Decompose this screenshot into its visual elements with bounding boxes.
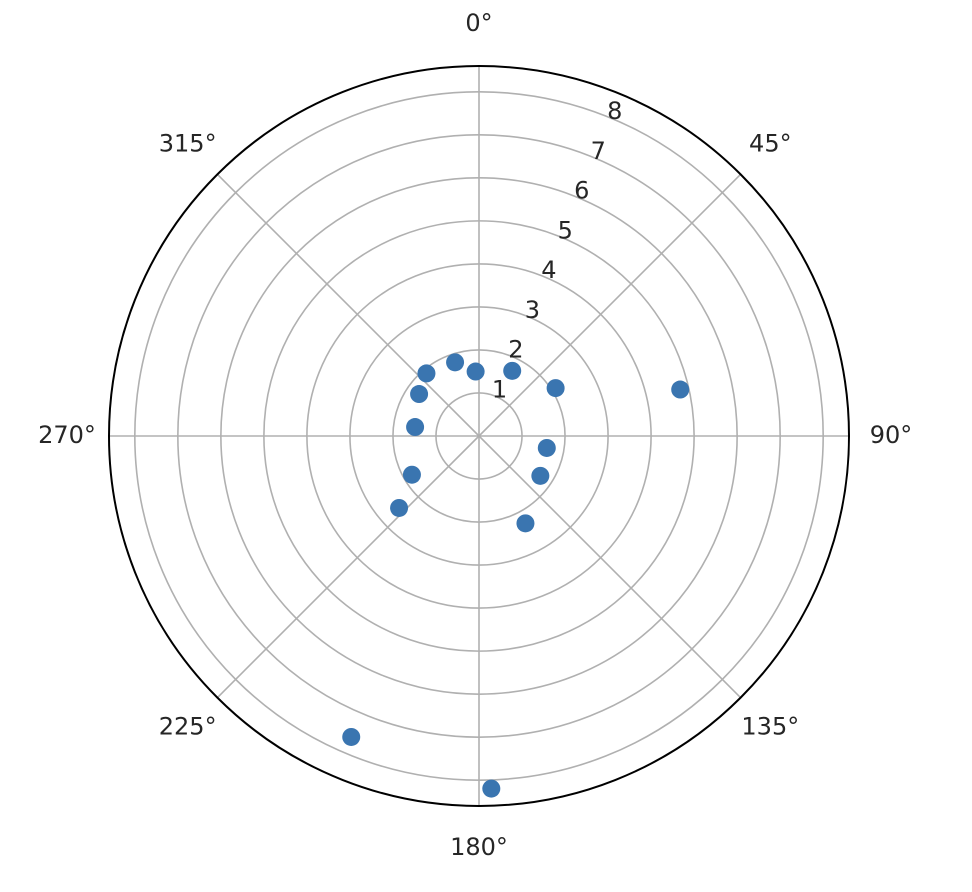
data-point-10 — [410, 385, 429, 404]
data-point-14 — [342, 727, 361, 746]
angular-gridline-45 — [478, 173, 742, 437]
radial-tick-label-4: 4 — [541, 256, 556, 284]
angular-gridline-225 — [216, 435, 480, 699]
angular-gridline-315 — [216, 173, 480, 437]
angle-tick-label-0: 0° — [465, 9, 492, 37]
angular-gridline-135 — [478, 435, 742, 699]
angle-tick-label-180: 180° — [450, 833, 508, 861]
data-point-2 — [503, 361, 522, 380]
grid-layer — [109, 66, 849, 806]
radial-tick-label-3: 3 — [525, 296, 540, 324]
angle-tick-label-270: 270° — [38, 421, 96, 449]
data-point-7 — [516, 514, 535, 533]
angle-tick-label-135: 135° — [741, 712, 799, 740]
data-point-6 — [531, 466, 550, 485]
data-point-3 — [546, 379, 565, 398]
radial-tick-label-8: 8 — [607, 97, 622, 125]
data-point-8 — [417, 364, 436, 383]
radial-tick-label-1: 1 — [492, 375, 507, 403]
data-point-13 — [390, 498, 409, 517]
angle-tick-label-45: 45° — [749, 130, 792, 158]
frame-layer — [108, 65, 850, 807]
angle-tick-label-315: 315° — [159, 130, 217, 158]
polar-frame — [108, 65, 850, 807]
radial-tick-label-2: 2 — [508, 336, 523, 364]
data-point-5 — [537, 438, 556, 457]
radial-tick-label-5: 5 — [558, 216, 573, 244]
radial-tick-label-6: 6 — [574, 177, 589, 205]
data-point-15 — [482, 779, 501, 798]
data-point-11 — [406, 418, 425, 437]
points-layer — [342, 353, 690, 798]
radial-tick-label-7: 7 — [591, 137, 606, 165]
angle-tick-label-225: 225° — [159, 712, 217, 740]
data-point-1 — [466, 362, 485, 381]
data-point-9 — [446, 353, 465, 372]
angle-tick-label-90: 90° — [870, 421, 913, 449]
data-point-4 — [671, 380, 690, 399]
data-point-12 — [402, 465, 421, 484]
